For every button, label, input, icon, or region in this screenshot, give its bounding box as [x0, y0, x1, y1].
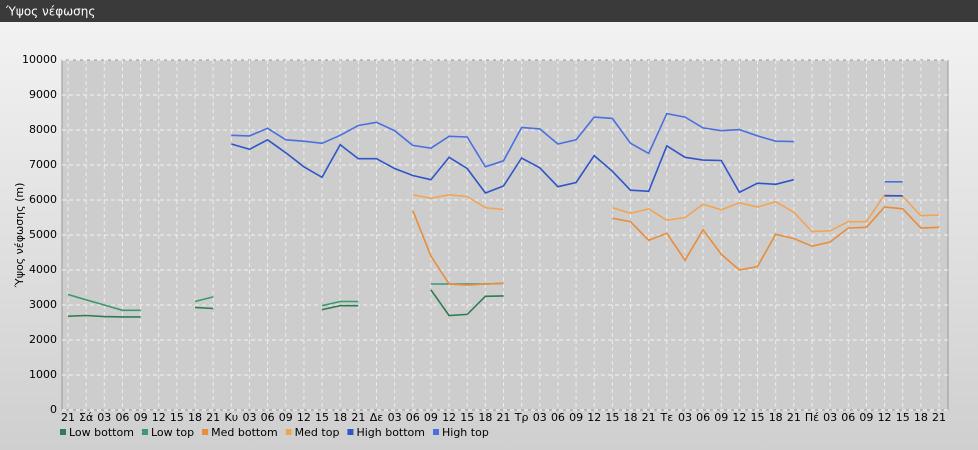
- x-tick-label: Τρ: [514, 411, 529, 424]
- x-tick-label: 21: [932, 411, 946, 424]
- legend-swatch: [202, 429, 209, 435]
- series-line: [67, 289, 504, 318]
- y-tick-label: 10000: [22, 53, 57, 66]
- x-tick-label: Δε: [370, 411, 384, 424]
- x-tick-label: 18: [624, 411, 638, 424]
- x-tick-label: 03: [242, 411, 256, 424]
- legend-swatch: [433, 429, 439, 435]
- x-tick-label: 15: [170, 411, 184, 424]
- x-tick-label: 09: [714, 411, 728, 424]
- x-tick-label: 12: [297, 411, 311, 424]
- x-tick-label: 21: [497, 411, 511, 424]
- x-tick-label: 15: [460, 411, 474, 424]
- legend-label: High bottom: [356, 426, 425, 439]
- legend-label: Low top: [151, 426, 194, 439]
- x-tick-label: 03: [97, 411, 111, 424]
- legend-swatch: [285, 429, 292, 435]
- legend-label: High top: [442, 426, 489, 439]
- legend-label: Med bottom: [211, 426, 278, 439]
- y-tick-label: 4000: [29, 263, 57, 276]
- x-tick-label: 03: [533, 411, 547, 424]
- x-tick-label: 18: [914, 411, 928, 424]
- x-tick-label: 06: [841, 411, 855, 424]
- y-tick-label: 6000: [29, 193, 57, 206]
- x-tick-label: 21: [787, 411, 801, 424]
- x-tick-label: 21: [61, 411, 75, 424]
- x-tick-label: 12: [442, 411, 456, 424]
- x-tick-label: Πέ: [805, 411, 819, 424]
- x-tick-label: 09: [569, 411, 583, 424]
- x-tick-label: 21: [351, 411, 365, 424]
- x-tick-label: 12: [732, 411, 746, 424]
- header-title: Ύψος νέφωσης: [5, 5, 95, 19]
- header-bar: [0, 0, 978, 22]
- y-tick-label: 0: [50, 403, 57, 416]
- x-tick-label: 09: [859, 411, 873, 424]
- legend-label: Med top: [295, 426, 340, 439]
- x-tick-label: 12: [152, 411, 166, 424]
- y-tick-label: 5000: [29, 228, 57, 241]
- x-tick-label: 15: [751, 411, 765, 424]
- y-tick-label: 1000: [29, 368, 57, 381]
- x-tick-label: 06: [261, 411, 275, 424]
- x-tick-label: 06: [115, 411, 129, 424]
- x-tick-label: 03: [823, 411, 837, 424]
- y-tick-label: 3000: [29, 298, 57, 311]
- series-line: [67, 282, 504, 312]
- x-tick-label: 15: [896, 411, 910, 424]
- series-line: [231, 138, 903, 197]
- legend-label: Low bottom: [69, 426, 134, 439]
- x-tick-label: 18: [333, 411, 347, 424]
- legend-swatch: [347, 429, 354, 435]
- series-line: [412, 206, 940, 286]
- x-tick-label: 12: [587, 411, 601, 424]
- legend-swatch: [141, 429, 148, 435]
- x-tick-label: 15: [605, 411, 619, 424]
- y-tick-label: 9000: [29, 88, 57, 101]
- x-tick-label: 15: [315, 411, 329, 424]
- x-tick-label: 18: [769, 411, 783, 424]
- x-tick-label: 06: [406, 411, 420, 424]
- series-line: [412, 193, 940, 233]
- x-tick-label: 12: [878, 411, 892, 424]
- y-axis-label: Ύψος νέφωσης (m): [13, 183, 26, 289]
- x-tick-label: 21: [206, 411, 220, 424]
- x-tick-label: 09: [134, 411, 148, 424]
- x-tick-label: 03: [388, 411, 402, 424]
- y-tick-label: 8000: [29, 123, 57, 136]
- x-tick-label: 09: [424, 411, 438, 424]
- x-tick-label: 18: [478, 411, 492, 424]
- x-tick-label: Σά: [79, 411, 93, 424]
- x-tick-label: Κυ: [225, 411, 239, 424]
- x-tick-label: 06: [696, 411, 710, 424]
- legend-swatch: [60, 429, 66, 435]
- x-tick-label: 09: [279, 411, 293, 424]
- y-tick-label: 7000: [29, 158, 57, 171]
- y-tick-label: 2000: [29, 333, 57, 346]
- series-line: [231, 112, 903, 183]
- x-tick-label: 18: [188, 411, 202, 424]
- x-tick-label: 21: [642, 411, 656, 424]
- x-tick-label: 06: [551, 411, 565, 424]
- x-tick-label: 03: [678, 411, 692, 424]
- x-tick-label: Τε: [659, 411, 673, 424]
